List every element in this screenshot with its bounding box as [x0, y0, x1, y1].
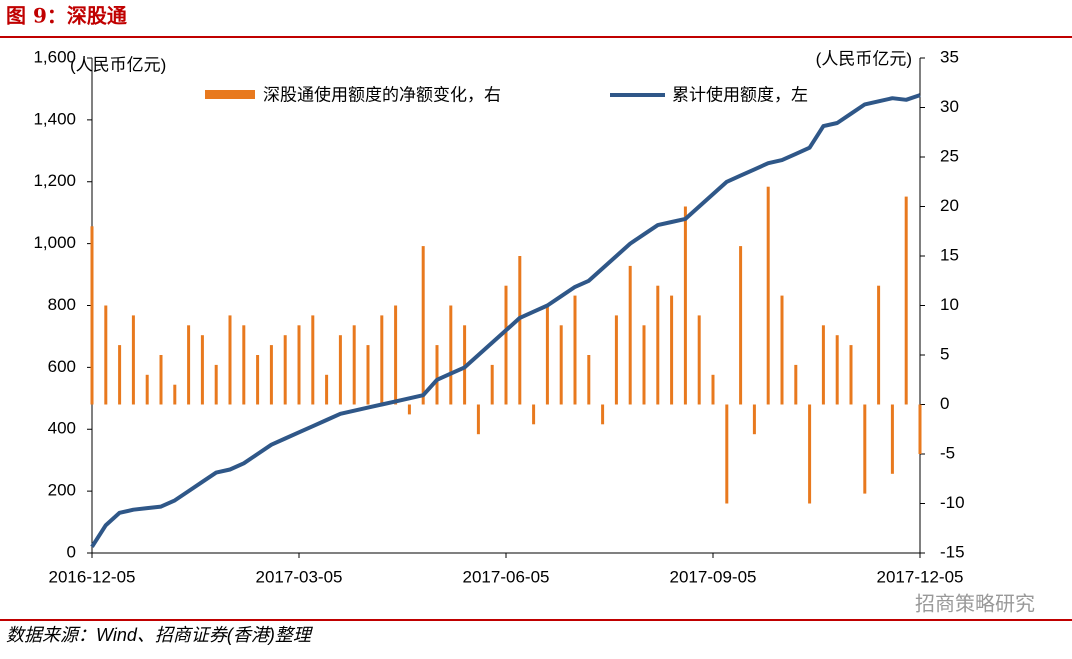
bar: [380, 315, 384, 405]
bar: [366, 345, 370, 405]
bar: [187, 325, 191, 405]
y-tick-label: 400: [48, 419, 76, 438]
bar: [297, 325, 301, 405]
bar: [918, 404, 922, 454]
y-tick-label: 1,400: [33, 109, 76, 128]
bar: [559, 325, 563, 405]
bar: [352, 325, 356, 405]
bar: [628, 265, 632, 405]
legend-label: 深股通使用额度的净额变化，右: [263, 84, 501, 104]
bar: [449, 305, 453, 405]
x-tick-label: 2017-06-05: [463, 567, 550, 586]
y-axis-unit: (人民币亿元): [70, 55, 166, 74]
bar: [780, 295, 784, 405]
bar: [614, 315, 618, 405]
y2-tick-label: 30: [940, 97, 959, 116]
y-tick-label: 0: [67, 542, 76, 561]
bar: [683, 206, 687, 405]
bar: [131, 315, 135, 405]
y-tick-label: 1,200: [33, 171, 76, 190]
y2-tick-label: 20: [940, 196, 959, 215]
bar: [835, 335, 839, 405]
bar: [794, 364, 798, 405]
bar: [863, 404, 867, 494]
bar: [421, 246, 425, 405]
bar: [752, 404, 756, 435]
bar: [394, 305, 398, 405]
y2-tick-label: 35: [940, 47, 959, 66]
bar: [242, 325, 246, 405]
bar: [338, 335, 342, 405]
bar: [739, 246, 743, 405]
y2-tick-label: 0: [940, 394, 949, 413]
bar: [173, 384, 177, 405]
y2-axis-unit: (人民币亿元): [816, 49, 912, 68]
bar: [269, 345, 273, 405]
y-tick-label: 600: [48, 357, 76, 376]
bar: [145, 374, 149, 405]
bar: [518, 256, 522, 405]
x-tick-label: 2017-09-05: [670, 567, 757, 586]
bar: [697, 315, 701, 405]
bar: [670, 295, 674, 405]
bar: [228, 315, 232, 405]
bar: [325, 374, 329, 405]
bar: [200, 335, 204, 405]
bar: [159, 355, 163, 405]
y-tick-label: 200: [48, 481, 76, 500]
y-tick-label: 1,600: [33, 47, 76, 66]
bar: [407, 404, 411, 415]
x-tick-label: 2017-12-05: [877, 567, 964, 586]
bar: [311, 315, 315, 405]
bar: [256, 355, 260, 405]
bar: [532, 404, 536, 425]
bar: [214, 364, 218, 405]
bar: [573, 295, 577, 405]
bar: [476, 404, 480, 435]
y-tick-label: 1,000: [33, 233, 76, 252]
bar: [808, 404, 812, 504]
bar: [283, 335, 287, 405]
bar: [587, 355, 591, 405]
bar: [504, 285, 508, 405]
x-tick-label: 2017-03-05: [256, 567, 343, 586]
chart-title: 图 9：深股通: [6, 4, 127, 28]
y2-tick-label: 5: [940, 344, 949, 363]
legend-label: 累计使用额度，左: [672, 84, 808, 104]
y2-tick-label: -15: [940, 542, 965, 561]
bar: [766, 186, 770, 405]
line: [90, 93, 921, 548]
bar: [821, 325, 825, 405]
bar: [642, 325, 646, 405]
bar: [435, 345, 439, 405]
y2-tick-label: -10: [940, 493, 965, 512]
source: 数据来源：Wind、招商证券(香港)整理: [6, 625, 314, 645]
bar: [904, 196, 908, 405]
y2-tick-label: -5: [940, 443, 955, 462]
bar: [877, 285, 881, 405]
bar: [725, 404, 729, 504]
legend-swatch: [205, 90, 255, 99]
y2-tick-label: 25: [940, 146, 959, 165]
bar: [545, 305, 549, 405]
watermark: 招商策略研究: [915, 592, 1035, 615]
x-tick-label: 2016-12-05: [49, 567, 136, 586]
y2-tick-label: 15: [940, 245, 959, 264]
bar: [601, 404, 605, 425]
bar: [890, 404, 894, 474]
bar: [118, 345, 122, 405]
y2-tick-label: 10: [940, 295, 959, 314]
bar: [104, 305, 108, 405]
y-tick-label: 800: [48, 295, 76, 314]
bar: [711, 374, 715, 405]
bar: [656, 285, 660, 405]
bar: [90, 226, 94, 405]
bar: [490, 364, 494, 405]
bar: [849, 345, 853, 405]
